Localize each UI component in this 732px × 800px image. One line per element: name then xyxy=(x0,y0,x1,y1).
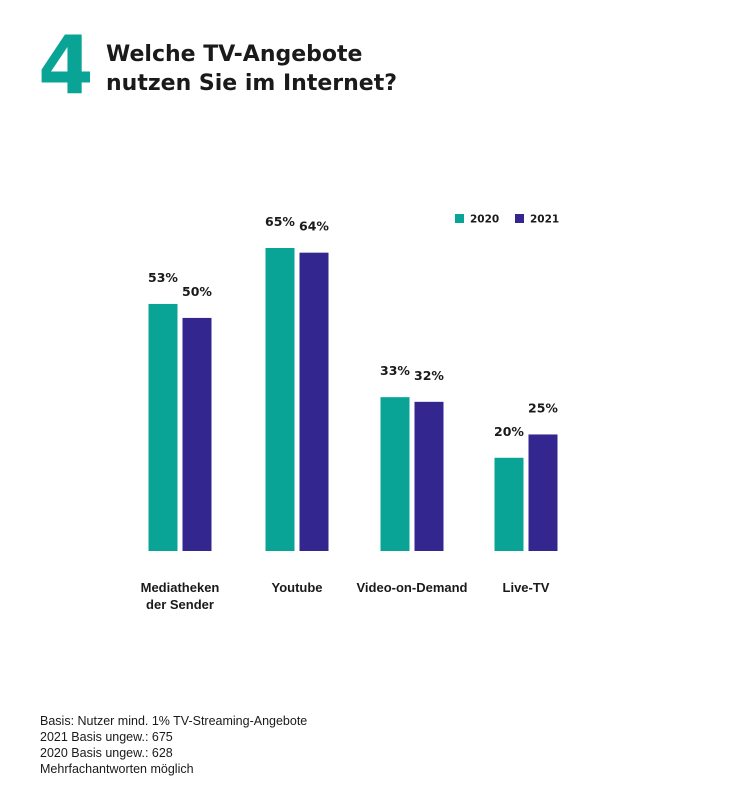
data-label-2020-1: 65% xyxy=(265,214,295,229)
legend-swatch-2020 xyxy=(455,214,464,223)
chart-title-line-1: Welche TV-Angebote xyxy=(106,42,363,67)
bar-2021-2 xyxy=(414,401,444,551)
data-label-2020-0: 53% xyxy=(148,270,178,285)
data-label-2020-3: 20% xyxy=(494,424,524,439)
bar-2021-3 xyxy=(528,434,558,551)
bar-2020-1 xyxy=(265,248,295,551)
bar-2021-0 xyxy=(182,317,212,551)
data-label-2021-2: 32% xyxy=(414,368,444,383)
category-label-3: Live-TV xyxy=(503,580,550,595)
footnote-basis: Basis: Nutzer mind. 1% TV-Streaming-Ange… xyxy=(40,714,308,728)
bar-2020-3 xyxy=(494,457,524,551)
data-label-2021-0: 50% xyxy=(182,284,212,299)
footnote-basis-2021: 2021 Basis ungew.: 675 xyxy=(40,730,173,744)
category-label-0-line-2: der Sender xyxy=(146,597,214,612)
data-label-2020-2: 33% xyxy=(380,363,410,378)
footnote: Basis: Nutzer mind. 1% TV-Streaming-Ange… xyxy=(40,713,307,777)
legend-swatch-2021 xyxy=(515,214,524,223)
category-label-2: Video-on-Demand xyxy=(357,580,468,595)
chart-title-line-2: nutzen Sie im Internet? xyxy=(106,71,397,96)
legend-label-2021: 2021 xyxy=(530,214,559,226)
chart-number: 4 xyxy=(38,19,94,112)
data-label-2021-3: 25% xyxy=(528,400,558,415)
footnote-multiple-answers: Mehrfachantworten möglich xyxy=(40,762,194,776)
chart-title: Welche TV-Angebote nutzen Sie im Interne… xyxy=(106,40,397,98)
legend-label-2020: 2020 xyxy=(470,214,499,226)
category-label-1: Youtube xyxy=(271,580,322,595)
data-label-2021-1: 64% xyxy=(299,219,329,234)
bar-2021-1 xyxy=(299,252,329,551)
footnote-basis-2020: 2020 Basis ungew.: 628 xyxy=(40,746,173,760)
bar-2020-2 xyxy=(380,397,410,551)
bar-2020-0 xyxy=(148,303,178,551)
category-label-0: Mediatheken xyxy=(141,580,220,595)
